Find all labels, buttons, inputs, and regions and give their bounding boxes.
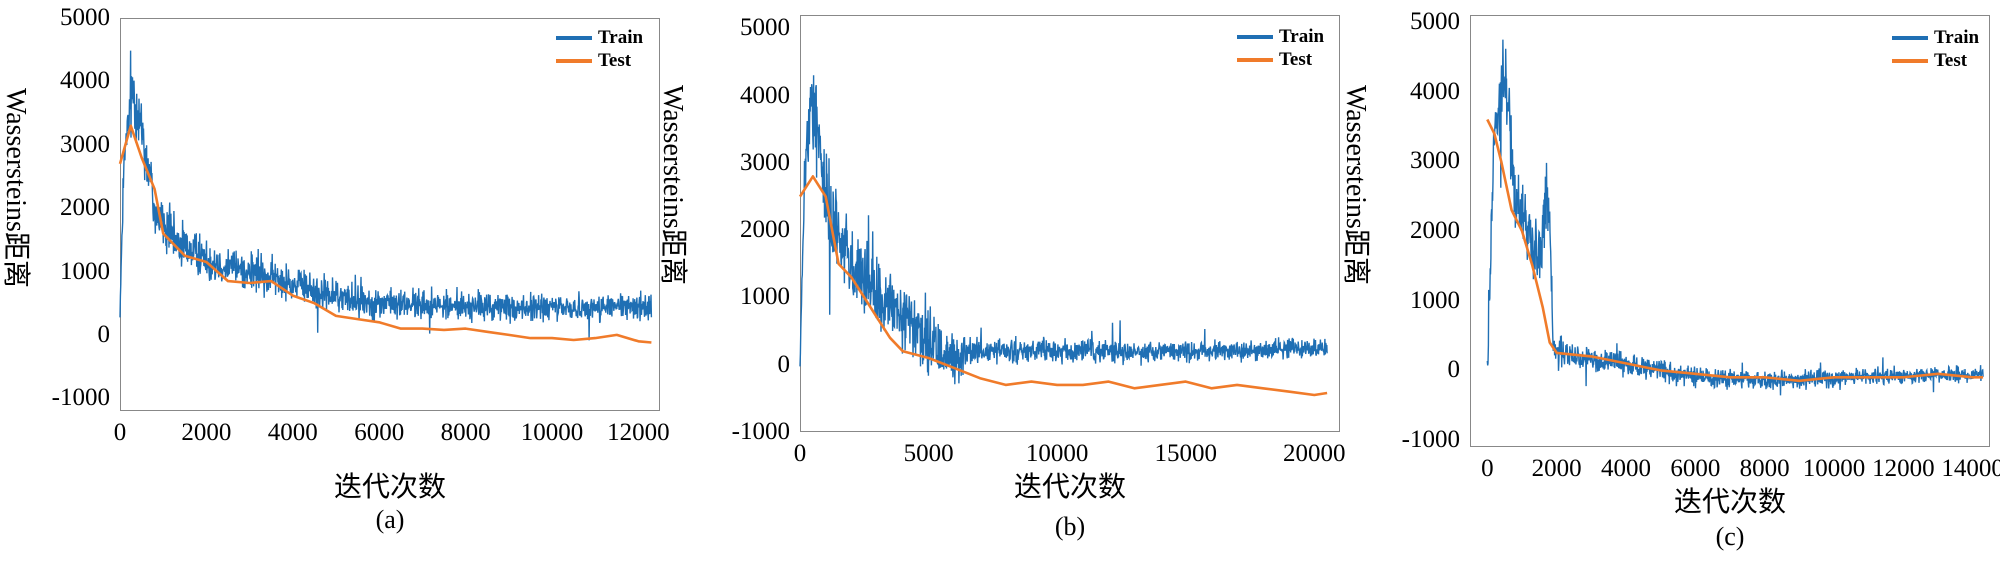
series-line-train: [119, 50, 653, 341]
x-tick-label: 6000: [354, 419, 405, 446]
x-tick-label: 12000: [607, 419, 670, 446]
legend-label-train: Train: [1279, 25, 1325, 47]
legend-label-train: Train: [1934, 26, 1980, 48]
x-tick-label: 10000: [520, 419, 584, 446]
plot-area: [800, 15, 1340, 432]
y-tick-label: 0: [97, 320, 111, 348]
y-axis-label: Wassersteins距离: [1340, 85, 1371, 285]
y-tick-label: 2000: [60, 194, 110, 222]
x-tick-label: 4000: [1601, 455, 1651, 482]
x-tick-label: 15000: [1154, 440, 1217, 467]
x-tick-label: 0: [793, 440, 807, 467]
y-tick-label: 0: [1447, 356, 1461, 384]
legend-swatch-train: [1892, 35, 1928, 40]
legend: Train Test: [1237, 25, 1324, 71]
y-tick-label: 1000: [740, 283, 790, 311]
y-tick-label: 3000: [1410, 147, 1460, 175]
series-line-train: [799, 75, 1328, 385]
plot-area: [120, 18, 660, 411]
legend-item-test: Test: [1237, 48, 1324, 71]
y-tick-label: 3000: [60, 130, 110, 158]
x-tick-label: 10000: [1025, 440, 1089, 467]
legend-label-test: Test: [598, 49, 632, 71]
series-line-test: [118, 124, 652, 344]
x-tick-label: 20000: [1283, 440, 1346, 467]
legend-label-train: Train: [598, 26, 644, 48]
y-tick-label: 3000: [740, 148, 790, 176]
x-tick-label: 2000: [181, 419, 232, 446]
x-tick-label: 8000: [440, 419, 491, 446]
y-tick-label: 5000: [740, 14, 790, 42]
series-line-test: [1486, 118, 1984, 383]
x-tick-label: 6000: [1670, 455, 1721, 482]
legend-item-test: Test: [1892, 49, 1979, 72]
x-tick-label: 0: [1481, 455, 1494, 482]
x-axis-label: 迭代次数: [1013, 472, 1127, 503]
y-tick-label: 4000: [60, 67, 110, 95]
x-tick-label: 12000: [1872, 455, 1935, 482]
x-tick-label: 4000: [267, 419, 318, 446]
y-tick-label: 2000: [740, 216, 790, 244]
legend-swatch-test: [1237, 57, 1273, 62]
x-tick-label: 2000: [1531, 455, 1582, 482]
legend-item-test: Test: [556, 49, 643, 72]
legend-item-train: Train: [556, 26, 643, 49]
y-tick-label: 4000: [1410, 77, 1460, 105]
series-line-train: [1486, 39, 1984, 396]
x-axis-label: 迭代次数: [1673, 487, 1787, 518]
y-tick-label: 5000: [1410, 7, 1460, 35]
x-tick-label: 10000: [1802, 455, 1866, 482]
y-tick-label: -1000: [1401, 426, 1460, 454]
x-tick-label: 8000: [1739, 455, 1790, 482]
y-tick-label: 1000: [1410, 286, 1460, 314]
y-tick-label: -1000: [731, 418, 790, 445]
legend-swatch-train: [1237, 34, 1273, 39]
legend: Train Test: [1892, 26, 1979, 72]
panel-caption: (a): [375, 505, 405, 534]
x-tick-label: 14000: [1941, 455, 2000, 482]
y-tick-label: 0: [777, 350, 791, 378]
legend-item-train: Train: [1892, 26, 1979, 49]
x-tick-label: 0: [113, 419, 127, 446]
legend: Train Test: [556, 26, 643, 72]
y-tick-label: 4000: [740, 81, 790, 109]
y-tick-label: 5000: [60, 4, 110, 31]
y-tick-label: 2000: [1410, 217, 1460, 244]
x-axis-label: 迭代次数: [333, 472, 447, 503]
legend-label-test: Test: [1934, 49, 1968, 71]
legend-swatch-test: [1892, 58, 1928, 63]
legend-item-train: Train: [1237, 25, 1324, 48]
panel-caption: (b): [1054, 512, 1086, 541]
legend-swatch-train: [556, 35, 592, 40]
legend-label-test: Test: [1279, 48, 1313, 70]
x-tick-label: 5000: [903, 440, 954, 467]
panel-caption: (c): [1715, 522, 1745, 551]
legend-swatch-test: [556, 58, 592, 63]
series-line-test: [798, 175, 1328, 397]
y-tick-label: 1000: [60, 257, 110, 285]
y-tick-label: -1000: [51, 384, 110, 412]
